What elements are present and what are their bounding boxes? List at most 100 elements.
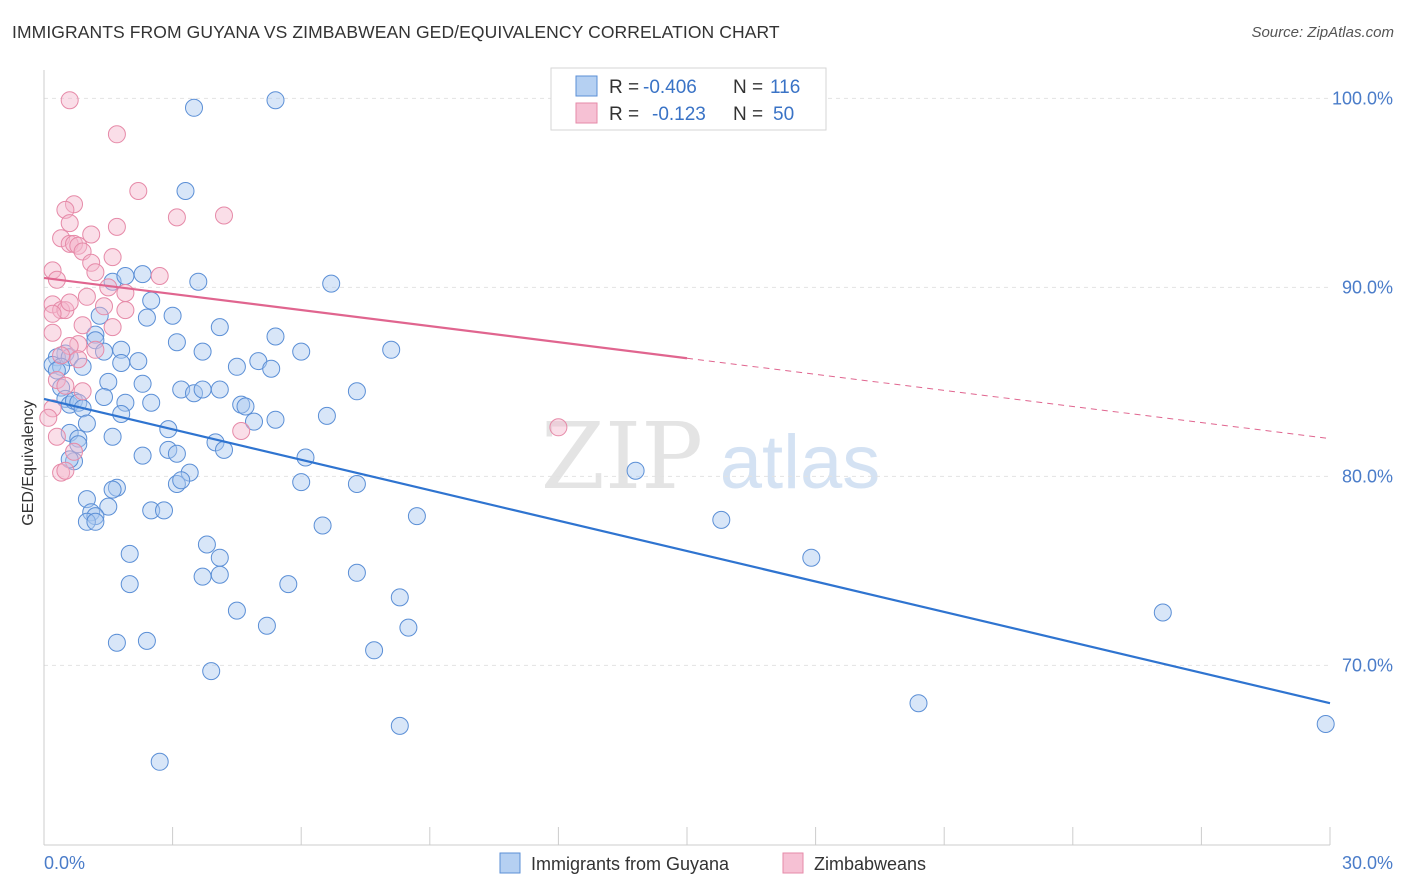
watermark-zip: ZIP — [541, 403, 703, 510]
guyana-point — [365, 641, 384, 660]
guyana-point — [163, 306, 182, 325]
legend-n-value: 116 — [770, 77, 800, 98]
guyana-point — [120, 575, 139, 594]
guyana-trend-line — [43, 397, 1331, 705]
legend-n-label: N = — [733, 77, 763, 98]
guyana-point — [167, 333, 186, 352]
y-tick-label: 70.0% — [1342, 655, 1393, 675]
zimbabwean-trend-extension — [686, 357, 1331, 440]
guyana-point — [103, 480, 122, 499]
guyana-point — [167, 444, 186, 463]
guyana-point — [77, 414, 96, 433]
guyana-point — [185, 384, 203, 403]
guyana-point — [193, 380, 212, 399]
guyana-point — [86, 325, 105, 344]
zimbabwean-point — [82, 225, 101, 244]
stats-legend: R = -0.406 N = 116 R = -0.123 N = 50 — [550, 67, 827, 131]
guyana-point — [155, 501, 173, 520]
y-tick-label: 100.0% — [1332, 88, 1393, 108]
guyana-point — [189, 272, 208, 291]
guyana-point — [137, 631, 156, 650]
zimbabwean-point — [95, 297, 113, 316]
guyana-point — [112, 405, 131, 423]
guyana-point — [99, 372, 118, 391]
guyana-point — [159, 440, 178, 459]
guyana-point — [133, 374, 152, 393]
zimbabwean-point — [39, 408, 58, 427]
guyana-point — [317, 406, 336, 425]
guyana-point — [176, 182, 195, 200]
zimbabwean-point — [215, 206, 233, 225]
zimbabwean-point — [232, 422, 251, 440]
guyana-point — [802, 548, 821, 567]
guyana-point — [390, 716, 409, 735]
guyana-point — [142, 291, 161, 310]
guyana-point — [142, 393, 161, 412]
zimbabwean-point — [549, 418, 568, 437]
guyana-point — [210, 548, 229, 567]
guyana-point — [1316, 715, 1335, 733]
guyana-point — [245, 412, 263, 431]
guyana-point — [909, 694, 928, 713]
guyana-point — [185, 98, 203, 117]
zimbabwean-point — [56, 461, 75, 480]
axes — [43, 70, 1331, 846]
legend-swatch-pink — [575, 102, 598, 124]
guyana-point — [712, 510, 731, 529]
guyana-point — [382, 340, 401, 359]
guyana-point — [116, 267, 135, 285]
zimbabwean-point — [103, 248, 122, 267]
watermark-atlas: atlas — [720, 420, 881, 505]
guyana-point — [227, 357, 246, 376]
trend-lines — [43, 276, 1331, 705]
zimbabwean-point — [73, 316, 92, 335]
guyana-point — [227, 601, 246, 620]
guyana-point — [137, 308, 156, 327]
y-axis-label: GED/Equivalency — [20, 400, 37, 525]
zimbabwean-point — [60, 91, 79, 110]
guyana-point — [210, 380, 229, 399]
zimbabwean-point — [73, 382, 92, 401]
zimbabwean-point — [77, 287, 96, 306]
guyana-point — [193, 342, 212, 361]
guyana-point — [266, 410, 285, 429]
guyana-point — [279, 575, 298, 594]
guyana-point — [172, 471, 191, 490]
zimbabwean-point — [60, 293, 79, 312]
guyana-point — [202, 662, 221, 681]
legend-r-label: R = — [609, 104, 639, 125]
guyana-point — [112, 354, 131, 372]
guyana-point — [133, 446, 152, 465]
zimbabwean-point — [86, 263, 105, 282]
guyana-point — [347, 563, 366, 582]
guyana-point — [313, 516, 332, 535]
zimbabwean-point — [43, 304, 62, 323]
zimbabwean-point — [107, 217, 126, 236]
guyana-point — [347, 475, 366, 493]
guyana-point — [399, 618, 418, 637]
guyana-point — [266, 91, 285, 110]
guyana-point — [47, 361, 66, 380]
zimbabwean-point — [65, 442, 83, 461]
guyana-point — [129, 352, 148, 371]
guyana-point — [197, 535, 216, 554]
zimbabwean-point — [116, 301, 135, 320]
y-tick-label: 80.0% — [1342, 466, 1393, 486]
y-tick-label: 90.0% — [1342, 277, 1393, 297]
guyana-point — [257, 616, 276, 635]
legend-r-label: R = — [609, 77, 639, 98]
legend-label-guyana: Immigrants from Guyana — [531, 854, 730, 874]
guyana-point — [236, 397, 255, 416]
legend-label-zimbabweans: Zimbabweans — [814, 854, 926, 874]
x-tick-label: 0.0% — [44, 853, 85, 873]
guyana-point — [262, 359, 281, 378]
zimbabwean-point — [103, 318, 122, 337]
zimbabwean-point — [47, 427, 66, 446]
guyana-point — [116, 393, 135, 412]
guyana-point — [150, 752, 169, 771]
x-tick-label: 30.0% — [1342, 853, 1393, 873]
data-points — [39, 91, 1335, 771]
guyana-point — [107, 633, 126, 652]
zimbabwean-point — [43, 323, 62, 342]
guyana-point — [296, 448, 315, 467]
